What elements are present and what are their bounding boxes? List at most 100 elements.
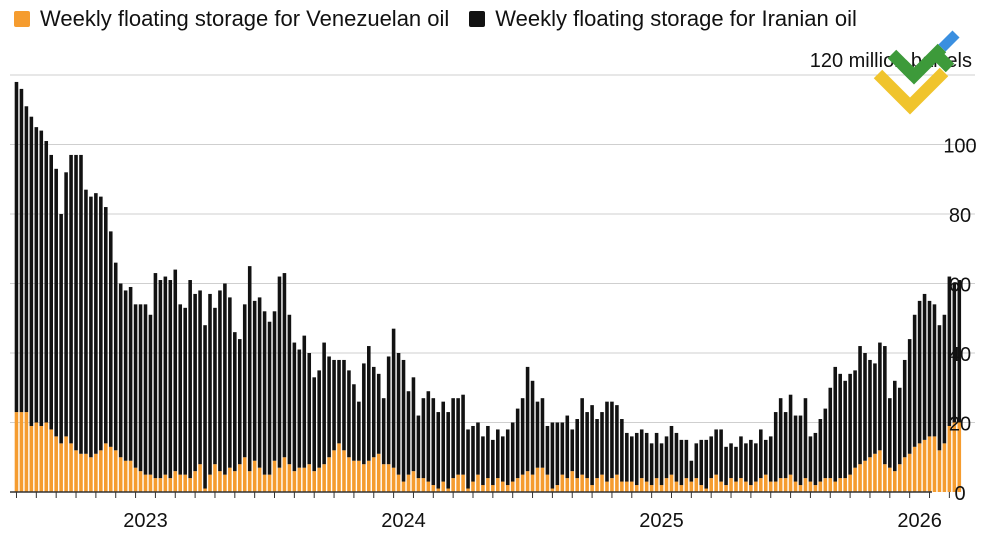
bar-venezuela[interactable]: [808, 481, 813, 492]
bar-venezuela[interactable]: [709, 478, 713, 492]
bar-iran[interactable]: [411, 377, 416, 472]
bar-venezuela[interactable]: [957, 422, 962, 493]
bar-venezuela[interactable]: [818, 481, 823, 492]
bar-iran[interactable]: [267, 321, 272, 475]
bar-iran[interactable]: [937, 325, 942, 451]
bar-venezuela[interactable]: [833, 481, 838, 492]
bar-iran[interactable]: [699, 439, 704, 486]
bar-venezuela[interactable]: [203, 488, 207, 492]
bar-iran[interactable]: [163, 276, 168, 475]
bar-iran[interactable]: [277, 276, 282, 468]
bar-iran[interactable]: [848, 373, 852, 475]
bar-venezuela[interactable]: [401, 481, 406, 492]
bar-venezuela[interactable]: [233, 471, 237, 492]
bar-iran[interactable]: [193, 293, 197, 472]
bar-iran[interactable]: [247, 266, 252, 472]
bar-venezuela[interactable]: [322, 464, 326, 492]
bar-iran[interactable]: [297, 349, 302, 468]
bar-iran[interactable]: [367, 346, 371, 461]
bar-venezuela[interactable]: [178, 474, 183, 493]
bar-iran[interactable]: [143, 304, 148, 475]
bar-venezuela[interactable]: [902, 457, 907, 492]
bar-venezuela[interactable]: [337, 443, 341, 492]
bar-venezuela[interactable]: [942, 443, 947, 492]
bar-iran[interactable]: [203, 325, 207, 489]
bar-iran[interactable]: [218, 290, 222, 472]
bar-iran[interactable]: [456, 398, 460, 475]
bar-venezuela[interactable]: [535, 467, 540, 492]
bar-venezuela[interactable]: [580, 474, 584, 493]
bar-iran[interactable]: [505, 429, 510, 486]
bar-venezuela[interactable]: [674, 481, 679, 492]
bar-iran[interactable]: [104, 207, 108, 444]
bar-iran[interactable]: [74, 154, 78, 451]
bar-iran[interactable]: [39, 130, 44, 426]
bar-venezuela[interactable]: [595, 478, 599, 492]
bar-iran[interactable]: [768, 436, 773, 482]
bar-venezuela[interactable]: [24, 412, 29, 492]
bar-iran[interactable]: [649, 443, 654, 486]
bar-venezuela[interactable]: [704, 488, 709, 492]
bar-venezuela[interactable]: [947, 425, 952, 492]
bar-venezuela[interactable]: [813, 485, 818, 492]
bar-iran[interactable]: [29, 116, 34, 426]
bar-venezuela[interactable]: [932, 436, 937, 492]
bar-venezuela[interactable]: [143, 474, 148, 493]
bar-iran[interactable]: [525, 366, 530, 472]
bar-venezuela[interactable]: [883, 464, 887, 492]
bar-iran[interactable]: [615, 405, 619, 475]
bar-iran[interactable]: [183, 307, 187, 475]
bar-venezuela[interactable]: [242, 457, 247, 492]
bar-venezuela[interactable]: [441, 481, 446, 492]
bar-venezuela[interactable]: [659, 485, 664, 492]
bar-venezuela[interactable]: [153, 478, 158, 492]
bar-iran[interactable]: [843, 380, 847, 479]
bar-venezuela[interactable]: [421, 478, 426, 492]
bar-iran[interactable]: [426, 391, 431, 482]
bar-venezuela[interactable]: [843, 478, 847, 492]
bar-iran[interactable]: [327, 356, 331, 458]
bar-iran[interactable]: [54, 168, 58, 437]
bar-iran[interactable]: [481, 436, 485, 486]
bar-venezuela[interactable]: [803, 478, 808, 492]
bar-venezuela[interactable]: [471, 481, 475, 492]
bar-iran[interactable]: [371, 366, 376, 458]
bar-venezuela[interactable]: [118, 457, 123, 492]
bar-venezuela[interactable]: [858, 464, 862, 492]
bar-iran[interactable]: [798, 415, 803, 486]
bar-iran[interactable]: [446, 412, 450, 489]
bar-iran[interactable]: [853, 370, 857, 468]
bar-venezuela[interactable]: [39, 425, 44, 492]
bar-venezuela[interactable]: [575, 478, 579, 492]
bar-venezuela[interactable]: [223, 474, 227, 493]
bar-venezuela[interactable]: [371, 457, 376, 492]
bar-venezuela[interactable]: [907, 453, 912, 492]
bar-venezuela[interactable]: [481, 485, 485, 492]
bar-iran[interactable]: [223, 283, 227, 475]
bar-iran[interactable]: [744, 443, 748, 482]
bar-venezuela[interactable]: [510, 481, 515, 492]
bar-iran[interactable]: [739, 436, 743, 479]
bar-iran[interactable]: [491, 439, 495, 486]
bar-venezuela[interactable]: [773, 481, 778, 492]
bar-iran[interactable]: [630, 436, 634, 482]
bar-iran[interactable]: [610, 401, 614, 479]
bar-iran[interactable]: [188, 280, 192, 479]
bar-venezuela[interactable]: [952, 422, 957, 493]
bar-iran[interactable]: [228, 297, 232, 468]
bar-venezuela[interactable]: [679, 485, 684, 492]
bar-iran[interactable]: [888, 398, 892, 468]
bar-venezuela[interactable]: [476, 474, 480, 493]
bar-venezuela[interactable]: [763, 474, 768, 493]
bar-iran[interactable]: [669, 425, 674, 475]
bar-venezuela[interactable]: [863, 460, 867, 492]
bar-iran[interactable]: [262, 311, 267, 475]
bar-iran[interactable]: [312, 377, 316, 472]
bar-iran[interactable]: [917, 300, 922, 444]
bar-venezuela[interactable]: [426, 481, 431, 492]
bar-venezuela[interactable]: [893, 471, 897, 492]
bar-iran[interactable]: [362, 363, 366, 465]
bar-venezuela[interactable]: [436, 488, 441, 492]
bar-venezuela[interactable]: [307, 464, 312, 492]
bar-iran[interactable]: [272, 311, 277, 461]
